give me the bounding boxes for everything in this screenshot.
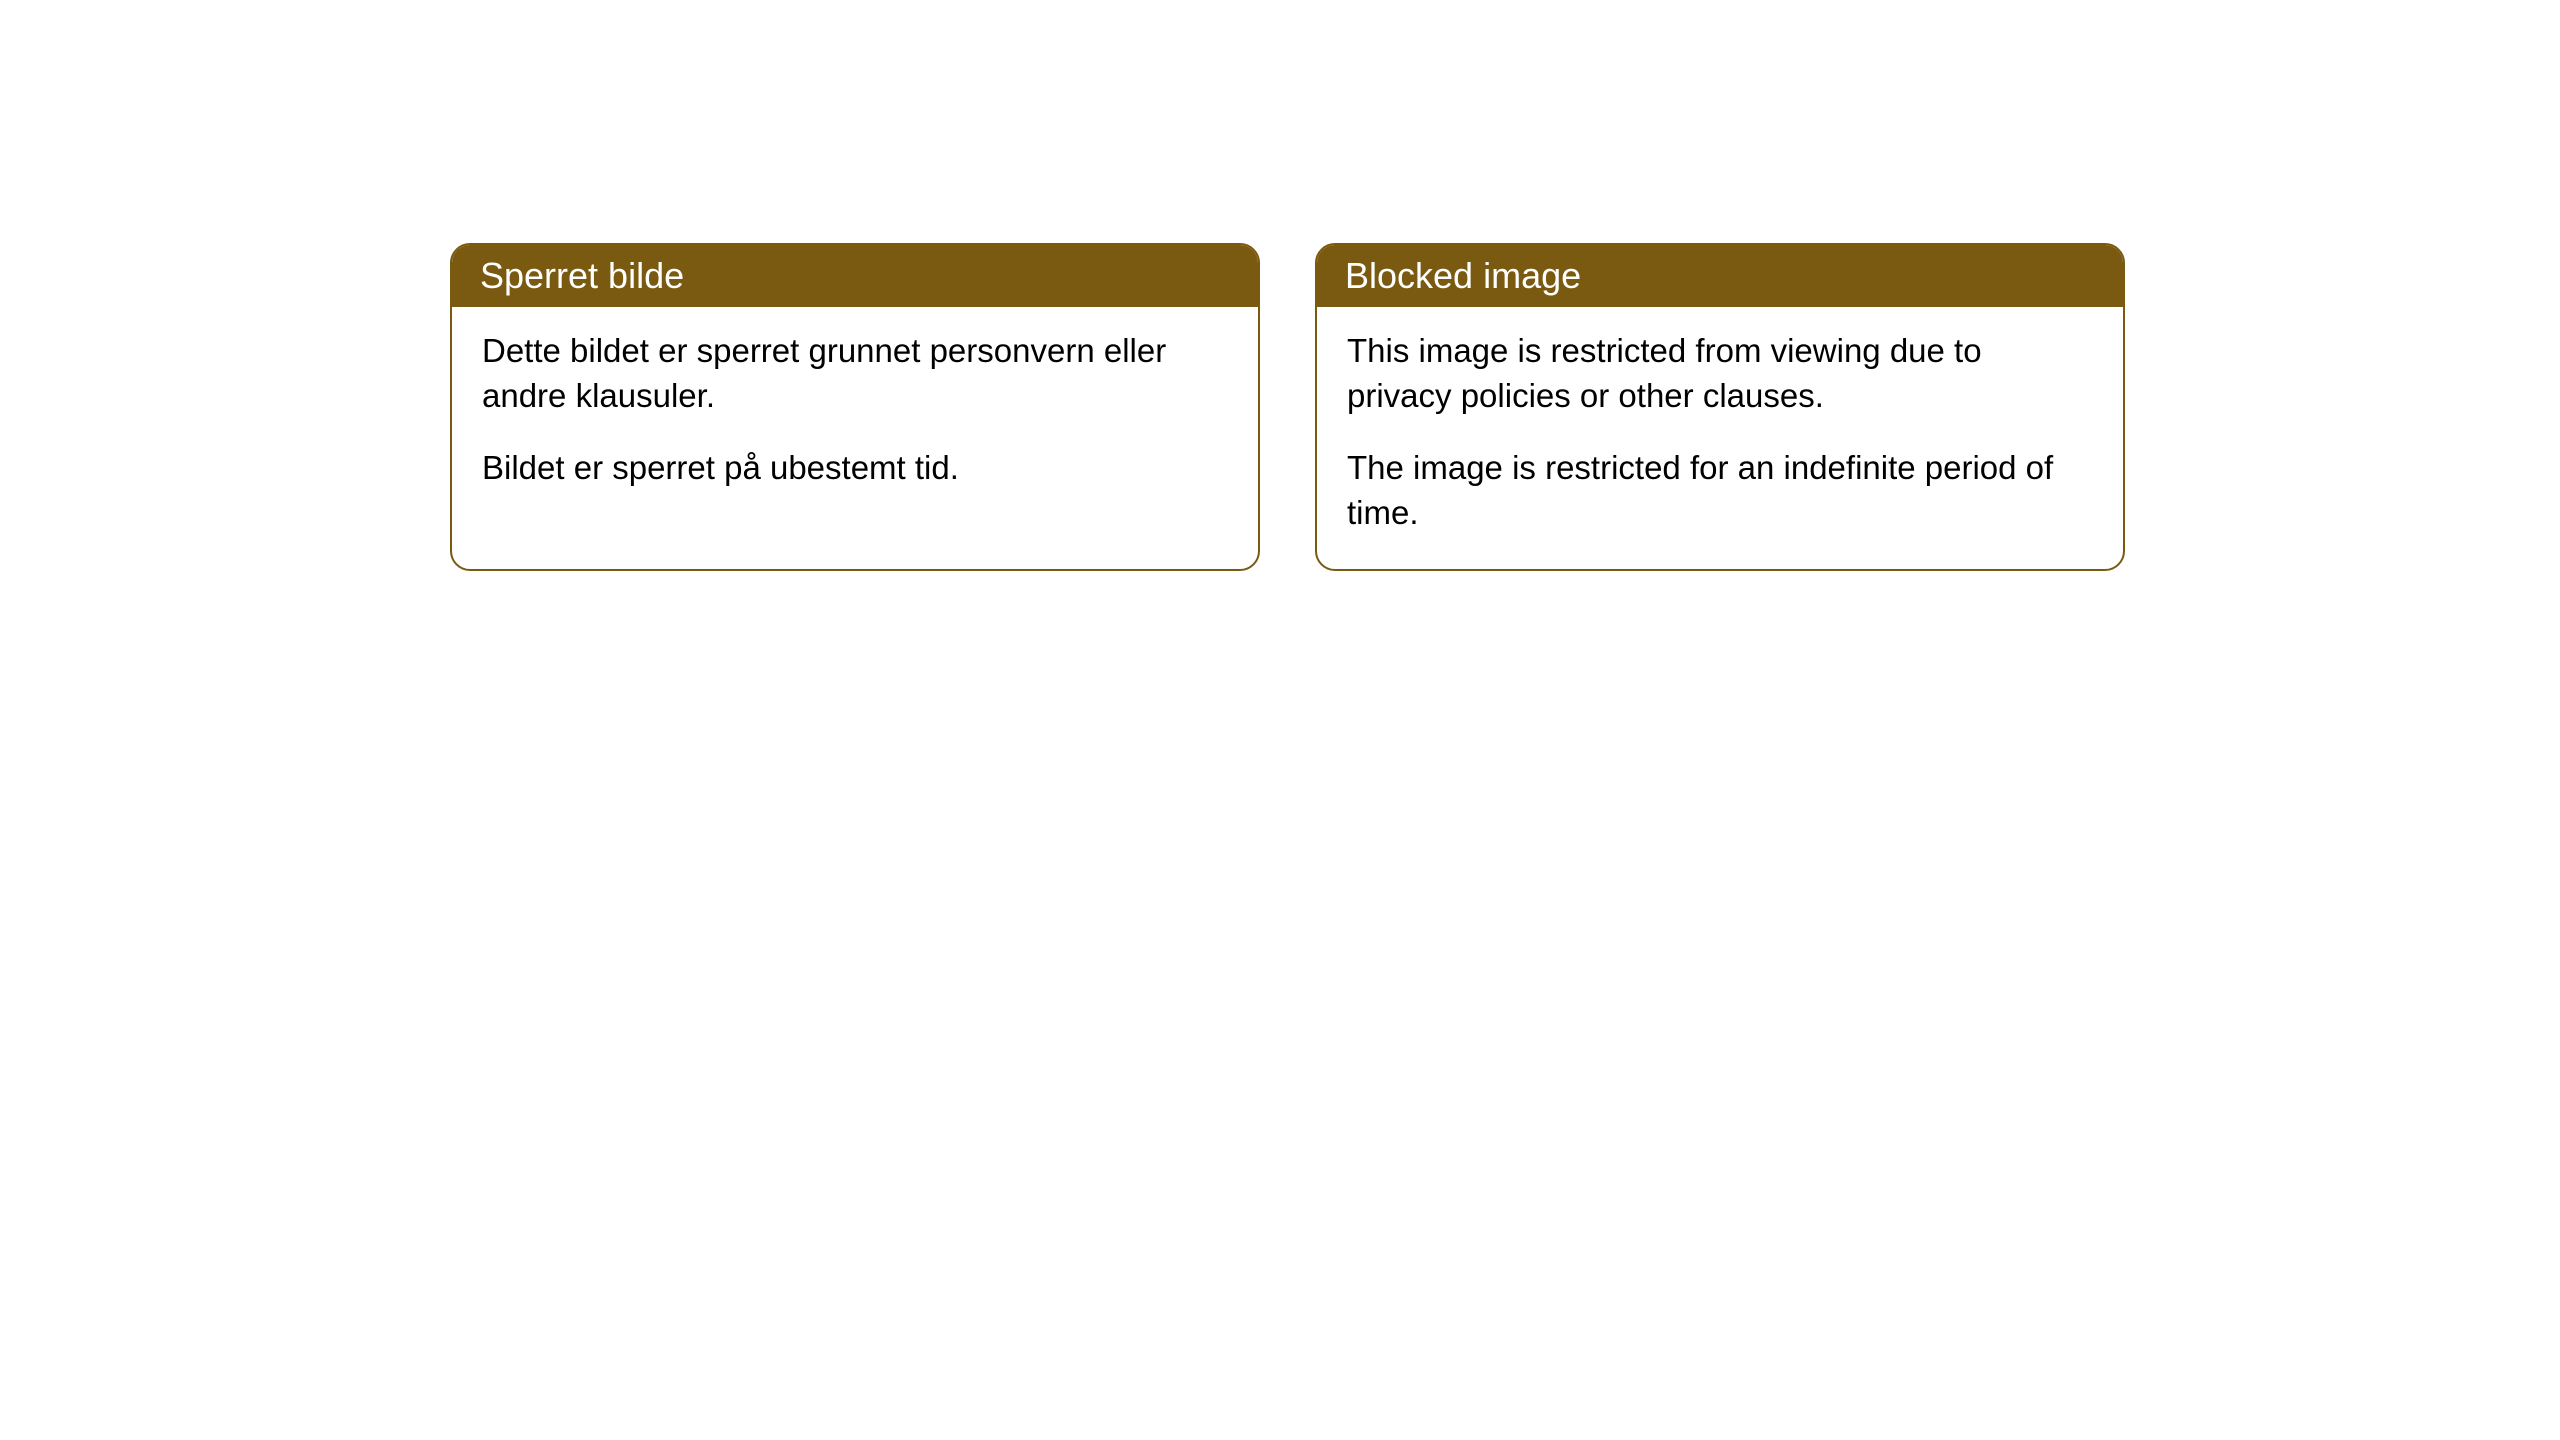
notice-paragraph-1: This image is restricted from viewing du… [1347, 329, 2093, 418]
notice-header: Blocked image [1317, 245, 2123, 307]
notice-paragraph-1: Dette bildet er sperret grunnet personve… [482, 329, 1228, 418]
notice-box-english: Blocked image This image is restricted f… [1315, 243, 2125, 571]
notice-paragraph-2: Bildet er sperret på ubestemt tid. [482, 446, 1228, 491]
notice-box-norwegian: Sperret bilde Dette bildet er sperret gr… [450, 243, 1260, 571]
notice-body: Dette bildet er sperret grunnet personve… [452, 307, 1258, 525]
notice-header: Sperret bilde [452, 245, 1258, 307]
notices-container: Sperret bilde Dette bildet er sperret gr… [0, 0, 2560, 571]
notice-body: This image is restricted from viewing du… [1317, 307, 2123, 569]
notice-paragraph-2: The image is restricted for an indefinit… [1347, 446, 2093, 535]
